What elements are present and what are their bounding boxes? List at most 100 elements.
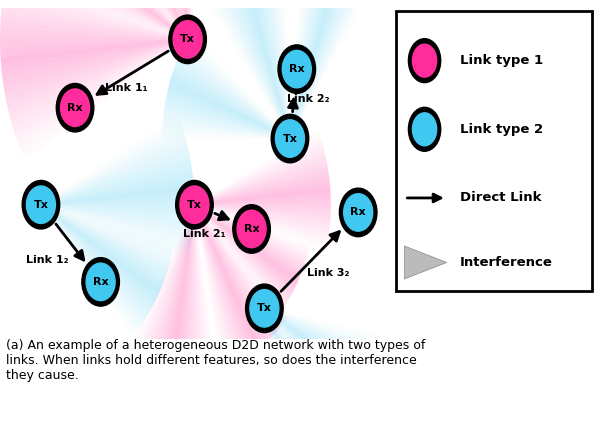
Polygon shape xyxy=(111,0,188,39)
Polygon shape xyxy=(41,205,154,307)
Polygon shape xyxy=(4,39,188,93)
Circle shape xyxy=(61,89,90,126)
Polygon shape xyxy=(93,0,188,39)
Circle shape xyxy=(412,113,436,146)
Polygon shape xyxy=(290,0,332,139)
Polygon shape xyxy=(0,35,188,42)
Polygon shape xyxy=(194,205,330,226)
Polygon shape xyxy=(183,0,188,39)
Polygon shape xyxy=(242,0,290,139)
Polygon shape xyxy=(163,111,290,139)
Circle shape xyxy=(278,45,315,93)
Polygon shape xyxy=(108,0,188,39)
Polygon shape xyxy=(41,205,172,260)
Polygon shape xyxy=(194,205,286,306)
Polygon shape xyxy=(264,308,367,390)
Circle shape xyxy=(246,284,283,332)
Polygon shape xyxy=(194,205,245,358)
Polygon shape xyxy=(194,166,328,205)
Polygon shape xyxy=(194,205,284,310)
Polygon shape xyxy=(194,205,286,323)
Polygon shape xyxy=(253,0,290,139)
Polygon shape xyxy=(290,0,307,139)
Polygon shape xyxy=(194,205,291,297)
Polygon shape xyxy=(119,0,188,39)
Circle shape xyxy=(57,84,94,132)
Polygon shape xyxy=(0,28,188,39)
Polygon shape xyxy=(290,0,342,139)
Polygon shape xyxy=(2,39,188,86)
Polygon shape xyxy=(290,8,355,139)
Polygon shape xyxy=(181,205,194,392)
Polygon shape xyxy=(192,205,195,392)
Polygon shape xyxy=(186,39,290,139)
Polygon shape xyxy=(41,205,169,271)
Text: Tx: Tx xyxy=(282,134,297,144)
Polygon shape xyxy=(290,5,351,139)
Polygon shape xyxy=(46,0,188,39)
Polygon shape xyxy=(194,205,299,281)
Polygon shape xyxy=(213,0,290,139)
Polygon shape xyxy=(90,0,188,39)
Polygon shape xyxy=(41,205,150,313)
Polygon shape xyxy=(97,0,188,39)
Polygon shape xyxy=(264,308,361,402)
Polygon shape xyxy=(140,0,188,39)
Polygon shape xyxy=(265,0,290,139)
Polygon shape xyxy=(234,0,290,139)
Polygon shape xyxy=(264,308,312,424)
Polygon shape xyxy=(194,205,331,213)
Polygon shape xyxy=(177,0,188,39)
Polygon shape xyxy=(178,205,194,391)
Polygon shape xyxy=(11,39,188,128)
Polygon shape xyxy=(231,0,290,139)
Polygon shape xyxy=(172,73,290,139)
Polygon shape xyxy=(228,0,290,139)
Polygon shape xyxy=(147,205,194,383)
Polygon shape xyxy=(150,205,194,385)
Polygon shape xyxy=(194,205,262,347)
Polygon shape xyxy=(41,164,192,205)
Polygon shape xyxy=(194,205,294,293)
Polygon shape xyxy=(183,45,290,139)
Polygon shape xyxy=(194,205,308,255)
Polygon shape xyxy=(264,308,314,424)
Polygon shape xyxy=(194,205,302,273)
Polygon shape xyxy=(264,308,379,357)
Polygon shape xyxy=(41,201,194,206)
Polygon shape xyxy=(194,205,330,229)
Polygon shape xyxy=(55,0,188,39)
Polygon shape xyxy=(41,0,188,39)
Polygon shape xyxy=(259,0,290,139)
Polygon shape xyxy=(41,190,194,205)
Polygon shape xyxy=(41,205,152,310)
Polygon shape xyxy=(264,308,353,414)
Polygon shape xyxy=(2,39,188,78)
Polygon shape xyxy=(41,205,194,221)
Polygon shape xyxy=(194,205,299,283)
Polygon shape xyxy=(264,308,301,424)
Polygon shape xyxy=(2,0,188,39)
Polygon shape xyxy=(43,0,188,39)
Polygon shape xyxy=(194,205,329,238)
Polygon shape xyxy=(290,0,340,139)
Polygon shape xyxy=(131,205,194,375)
Circle shape xyxy=(86,263,115,301)
Polygon shape xyxy=(264,308,352,416)
Polygon shape xyxy=(175,62,290,139)
Polygon shape xyxy=(194,205,209,391)
Polygon shape xyxy=(180,0,188,39)
Polygon shape xyxy=(41,124,183,205)
Polygon shape xyxy=(171,205,194,391)
Polygon shape xyxy=(188,0,198,39)
Polygon shape xyxy=(194,205,309,253)
Polygon shape xyxy=(194,205,306,260)
Polygon shape xyxy=(194,205,199,392)
Polygon shape xyxy=(41,144,188,205)
Polygon shape xyxy=(194,205,232,364)
Polygon shape xyxy=(41,205,167,274)
Polygon shape xyxy=(178,55,290,139)
Polygon shape xyxy=(170,76,290,139)
Polygon shape xyxy=(264,308,365,393)
Polygon shape xyxy=(185,205,194,392)
